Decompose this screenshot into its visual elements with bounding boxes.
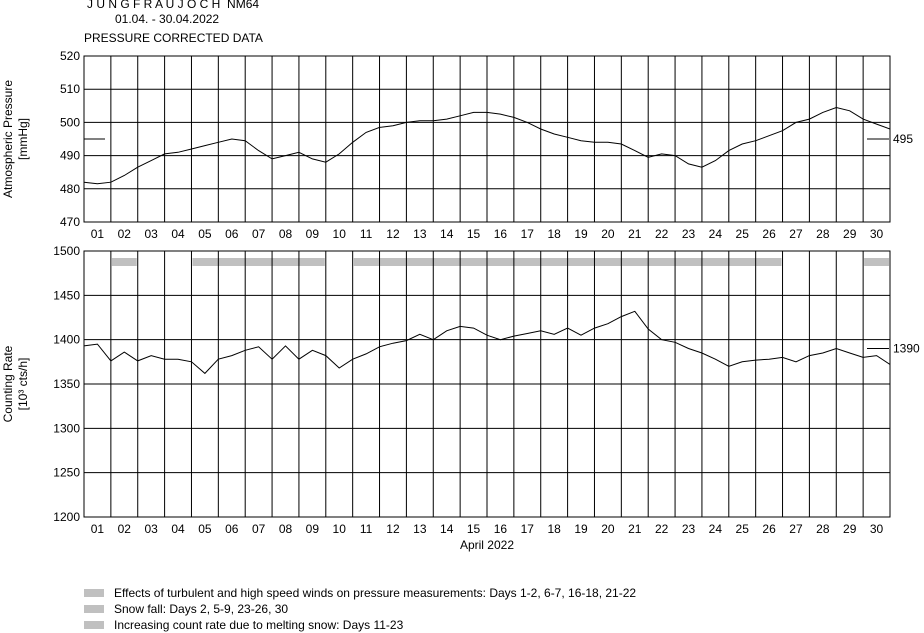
pressure-y-axis-title: [mmHg]: [16, 118, 30, 160]
pressure-ytick-label: 490: [60, 149, 80, 163]
counting_rate-ytick-label: 1250: [53, 466, 80, 480]
chart-subtitle: PRESSURE CORRECTED DATA: [84, 31, 263, 45]
counting_rate-xtick-label: 13: [413, 522, 427, 536]
counting_rate-xtick-label: 08: [279, 522, 293, 536]
counting_rate-xtick-label: 06: [225, 522, 239, 536]
legend-swatch-melting: [84, 621, 104, 629]
pressure-ytick-label: 480: [60, 182, 80, 196]
counting_rate-xtick-label: 10: [333, 522, 347, 536]
pressure-xtick-label: 27: [789, 227, 803, 241]
counting_rate-ytick-label: 1450: [53, 288, 80, 302]
counting_rate-xtick-label: 15: [467, 522, 481, 536]
pressure-xtick-label: 19: [574, 227, 588, 241]
station-title: J U N G F R A U J O C H NM64: [87, 0, 259, 11]
counting_rate-xtick-label: 24: [709, 522, 723, 536]
counting_rate-xtick-label: 22: [655, 522, 669, 536]
counting_rate-ytick-label: 1350: [53, 377, 80, 391]
legend-label-wind: Effects of turbulent and high speed wind…: [114, 586, 637, 600]
counting_rate-xtick-label: 29: [843, 522, 857, 536]
counting_rate-xtick-label: 30: [870, 522, 884, 536]
pressure-xtick-label: 28: [816, 227, 830, 241]
snow-band-2: [192, 258, 325, 266]
counting_rate-xtick-label: 18: [547, 522, 561, 536]
date-range: 01.04. - 30.04.2022: [115, 12, 220, 26]
counting_rate-xtick-label: 09: [306, 522, 320, 536]
pressure-reference-label: 495: [893, 132, 913, 146]
pressure-xtick-label: 16: [494, 227, 508, 241]
chart-canvas: 520 510 500 490 480 470 01 02 03 04 05 06 07 08 09 10 11…: [1, 49, 920, 552]
pressure-xtick-label: 18: [547, 227, 561, 241]
counting_rate-xtick-label: 23: [682, 522, 696, 536]
pressure-xtick-label: 14: [440, 227, 454, 241]
counting_rate-xtick-label: 28: [816, 522, 830, 536]
pressure-xtick-label: 08: [279, 227, 293, 241]
counting_rate-xtick-label: 03: [144, 522, 158, 536]
pressure-ytick-label: 470: [60, 215, 80, 229]
counting_rate-xtick-label: 16: [494, 522, 508, 536]
counting_rate-series-line: [83, 310, 891, 375]
pressure-xtick-label: 04: [171, 227, 185, 241]
counting_rate-xtick-label: 02: [118, 522, 132, 536]
counting_rate-ytick-label: 1300: [53, 421, 80, 435]
pressure-xtick-label: 25: [736, 227, 750, 241]
pressure-ytick-label: 500: [60, 115, 80, 129]
counting_rate-ytick-label: 1400: [53, 333, 80, 347]
legend-label-snow: Snow fall: Days 2, 5-9, 23-26, 30: [114, 602, 289, 616]
pressure-xtick-label: 09: [306, 227, 320, 241]
pressure-xtick-label: 11: [360, 227, 373, 241]
station-code: NM64: [227, 0, 260, 11]
counting_rate-xtick-label: 07: [252, 522, 266, 536]
snow-band-1: [111, 258, 137, 266]
counting_rate-xtick-label: 05: [198, 522, 212, 536]
counting_rate-ytick-label: 1200: [53, 510, 80, 524]
pressure-xtick-label: 15: [467, 227, 481, 241]
counting_rate-y-axis-title: [10³ cts/h]: [16, 358, 30, 411]
snow-band-4: [864, 258, 889, 266]
pressure-xtick-label: 01: [91, 227, 105, 241]
counting_rate-y-axis-title: Counting Rate: [1, 345, 15, 422]
pressure-xtick-label: 03: [144, 227, 158, 241]
pressure-xtick-label: 13: [413, 227, 427, 241]
pressure-xtick-label: 30: [870, 227, 884, 241]
pressure-series-line: [83, 106, 891, 185]
counting_rate-xtick-label: 27: [789, 522, 803, 536]
counting_rate-ytick-label: 1500: [53, 244, 80, 258]
legend-label-melting: Increasing count rate due to melting sno…: [114, 618, 404, 632]
counting_rate-xtick-label: 25: [736, 522, 750, 536]
pressure-xtick-label: 20: [601, 227, 615, 241]
counting_rate-xtick-label: 17: [521, 522, 535, 536]
counting_rate-reference-label: 1390: [893, 342, 920, 356]
counting_rate-xtick-label: 19: [574, 522, 588, 536]
counting_rate-xtick-label: 26: [762, 522, 776, 536]
pressure-xtick-label: 10: [333, 227, 347, 241]
pressure-xtick-label: 23: [682, 227, 696, 241]
pressure-xtick-label: 05: [198, 227, 212, 241]
counting_rate-xtick-label: 12: [386, 522, 400, 536]
legend-swatch-wind: [84, 589, 104, 597]
pressure-xtick-label: 26: [762, 227, 776, 241]
pressure-xtick-label: 22: [655, 227, 669, 241]
pressure-ytick-label: 520: [60, 49, 80, 63]
station-name: J U N G F R A U J O C H: [87, 0, 221, 11]
pressure-xtick-label: 17: [521, 227, 535, 241]
pressure-xtick-label: 02: [118, 227, 132, 241]
counting_rate-xtick-label: 14: [440, 522, 454, 536]
pressure-y-axis-title: Atmospheric Pressure: [1, 80, 15, 198]
counting_rate-xtick-label: 21: [628, 522, 642, 536]
pressure-xtick-label: 07: [252, 227, 266, 241]
pressure-xtick-label: 06: [225, 227, 239, 241]
pressure-ytick-label: 510: [60, 82, 80, 96]
legend-swatch-snow: [84, 605, 104, 613]
x-axis-title: April 2022: [460, 538, 514, 552]
pressure-xtick-label: 21: [628, 227, 642, 241]
counting_rate-xtick-label: 11: [360, 522, 373, 536]
pressure-xtick-label: 12: [386, 227, 400, 241]
counting_rate-xtick-label: 04: [171, 522, 185, 536]
counting_rate-xtick-label: 20: [601, 522, 615, 536]
counting_rate-xtick-label: 01: [91, 522, 105, 536]
pressure-xtick-label: 24: [709, 227, 723, 241]
pressure-xtick-label: 29: [843, 227, 857, 241]
